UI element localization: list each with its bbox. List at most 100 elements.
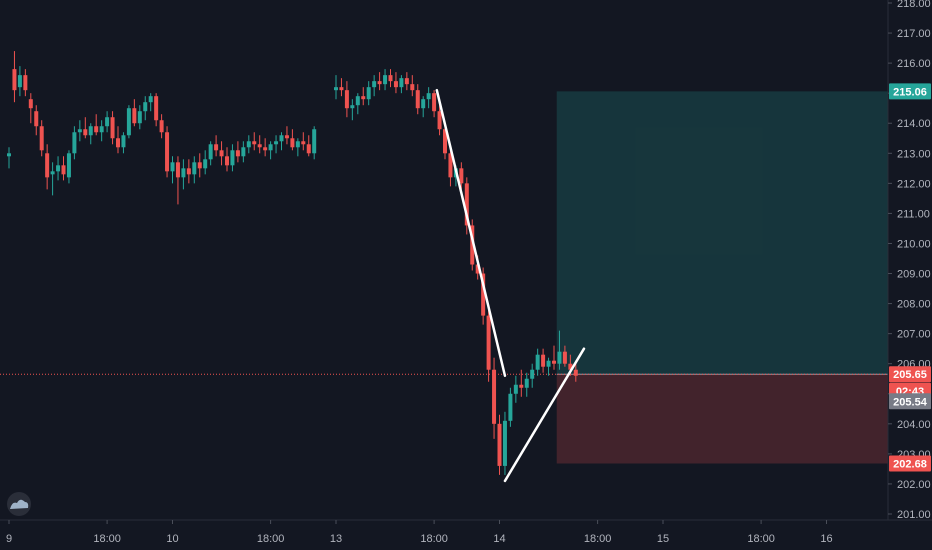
candle-body (524, 378, 529, 388)
candle (28, 93, 33, 124)
candle-body (573, 369, 578, 376)
candle-body (61, 165, 66, 175)
candle-body (355, 96, 360, 106)
candle (214, 135, 219, 157)
candle-body (535, 354, 540, 370)
candle (257, 135, 262, 154)
candle-body (383, 75, 388, 85)
candle-body (295, 141, 300, 148)
candle-body (344, 90, 349, 109)
candle (519, 369, 524, 397)
candle-body (568, 363, 573, 370)
candle (83, 117, 88, 139)
y-tick-label: 218.00 (897, 0, 931, 10)
x-tick-label: 18:00 (420, 533, 448, 545)
tradingview-logo-icon[interactable] (7, 492, 31, 516)
candle-body (284, 135, 289, 139)
candle-body (377, 81, 382, 85)
candle-body (165, 132, 170, 172)
candle-body (94, 126, 99, 133)
candle-body (301, 141, 306, 145)
candle (219, 141, 224, 166)
candle (268, 141, 273, 160)
candle (72, 126, 77, 160)
candle-body (502, 420, 507, 466)
price-tag-label: 205.54 (893, 396, 928, 408)
candle (464, 177, 469, 235)
trendline[interactable] (503, 347, 586, 483)
x-tick-label: 18:00 (584, 533, 612, 545)
candle (306, 135, 311, 157)
candle (410, 75, 415, 97)
x-tick-label: 16 (820, 533, 832, 545)
candle (415, 84, 420, 115)
candle-body (290, 138, 295, 148)
candle (426, 87, 431, 109)
candle-body (399, 78, 404, 88)
candle-body (279, 135, 284, 142)
y-tick-label: 212.00 (897, 178, 931, 190)
candle (94, 114, 99, 136)
candle-body (252, 141, 257, 145)
candle-body (470, 225, 475, 265)
price-tag: 215.06 (889, 83, 931, 100)
y-tick-label: 204.00 (897, 419, 931, 431)
candle-body (464, 183, 469, 226)
candle-body (426, 93, 431, 100)
candle-body (497, 423, 502, 466)
candle (404, 72, 409, 91)
candles-layer (7, 51, 578, 475)
candle (366, 81, 371, 106)
candle-body (443, 129, 447, 154)
candle (481, 267, 486, 325)
trendlines-layer[interactable] (435, 88, 586, 483)
candle (246, 135, 251, 154)
x-tick-label: 15 (657, 533, 669, 545)
candle-body (312, 129, 317, 154)
candle (513, 375, 518, 403)
candle-body (372, 81, 377, 88)
candle (470, 219, 475, 271)
candle (34, 105, 39, 136)
candle (132, 99, 137, 127)
candle-body (203, 159, 208, 169)
x-tick-label: 18:00 (747, 533, 775, 545)
candle (312, 126, 317, 160)
profit-zone (556, 91, 888, 375)
candle-body (475, 264, 480, 274)
candle (17, 66, 22, 97)
candle (225, 147, 229, 172)
candle (492, 357, 497, 439)
candle-body (143, 102, 148, 112)
candle (486, 309, 491, 382)
candle-body (552, 360, 556, 364)
candle (383, 69, 388, 91)
candle (339, 78, 344, 97)
candle (274, 135, 279, 154)
candle (197, 153, 202, 178)
y-tick-label: 209.00 (897, 269, 931, 281)
candle-body (23, 75, 28, 91)
y-tick-label: 207.00 (897, 329, 931, 341)
candle (295, 138, 300, 157)
candle-body (83, 129, 88, 136)
position-zones (0, 91, 888, 464)
candle (88, 123, 93, 145)
x-tick-label: 10 (166, 533, 178, 545)
candle-body (492, 369, 497, 424)
candle-body (121, 135, 126, 148)
x-tick-label: 9 (6, 533, 12, 545)
candle (437, 105, 442, 136)
trendline[interactable] (435, 88, 507, 377)
candle-body (421, 99, 426, 109)
candle-body (246, 141, 251, 148)
candle-body (393, 81, 398, 88)
candle (175, 156, 180, 205)
candle-body (481, 273, 486, 316)
candle-body (45, 153, 50, 178)
candle-body (214, 144, 219, 151)
candle (284, 126, 289, 145)
candle-body (66, 153, 71, 178)
